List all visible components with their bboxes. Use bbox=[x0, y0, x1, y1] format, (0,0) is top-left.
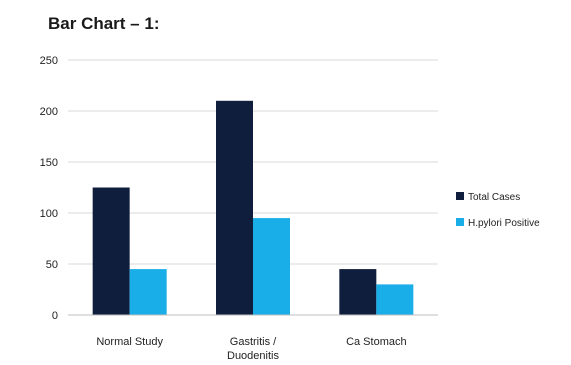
legend: Total Cases H.pylori Positive bbox=[456, 192, 540, 229]
y-tick-label: 150 bbox=[40, 157, 58, 169]
legend-label: Total Cases bbox=[468, 192, 520, 203]
x-tick-label: Duodenitis bbox=[227, 350, 279, 362]
bar-h-pylori-positive bbox=[129, 269, 167, 315]
x-tick-label: Ca Stomach bbox=[346, 336, 407, 348]
bars bbox=[92, 100, 414, 315]
legend-swatch bbox=[456, 192, 464, 200]
legend-swatch bbox=[456, 218, 464, 226]
bar-total-cases bbox=[92, 187, 130, 315]
chart-title: Bar Chart – 1: bbox=[48, 14, 160, 33]
y-tick-label: 250 bbox=[40, 55, 58, 67]
bar-total-cases bbox=[339, 269, 377, 315]
legend-label: H.pylori Positive bbox=[468, 218, 540, 229]
y-tick-label: 50 bbox=[46, 259, 58, 271]
x-tick-label: Gastritis / bbox=[230, 336, 277, 348]
y-tick-label: 200 bbox=[40, 106, 58, 118]
y-tick-label: 0 bbox=[52, 310, 58, 322]
x-tick-label: Normal Study bbox=[96, 336, 163, 348]
bar-total-cases bbox=[216, 100, 253, 315]
y-axis-ticks: 0 50 100 150 200 250 bbox=[40, 55, 58, 322]
y-tick-label: 100 bbox=[40, 208, 58, 220]
bar-h-pylori-positive bbox=[253, 218, 290, 315]
bar-h-pylori-positive bbox=[376, 284, 414, 315]
x-axis-labels: Normal Study Gastritis / Duodenitis Ca Stom… bbox=[96, 336, 406, 362]
